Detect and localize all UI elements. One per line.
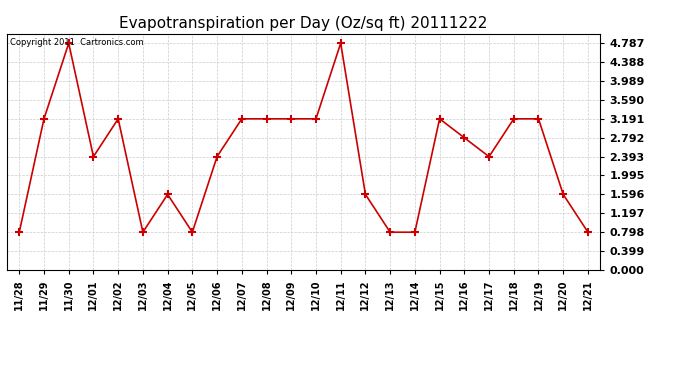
- Text: Copyright 2011  Cartronics.com: Copyright 2011 Cartronics.com: [10, 39, 144, 48]
- Title: Evapotranspiration per Day (Oz/sq ft) 20111222: Evapotranspiration per Day (Oz/sq ft) 20…: [119, 16, 488, 31]
